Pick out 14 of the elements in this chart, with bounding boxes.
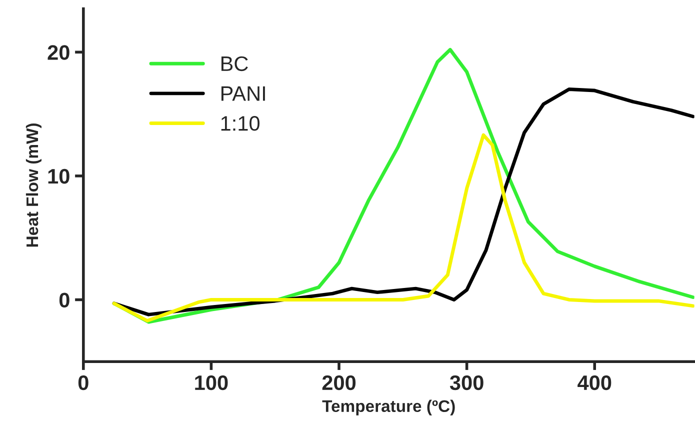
x-tick-label: 0 <box>78 375 88 390</box>
x-axis-title: Temperature (ºC) <box>322 400 455 416</box>
line-series <box>112 133 694 323</box>
legend-label: PANI <box>221 86 265 101</box>
y-tick-label: 10 <box>48 168 70 184</box>
x-tick-label: 400 <box>578 375 612 390</box>
x-tick-label: 300 <box>450 375 484 390</box>
y-axis-title: Heat Flow (mW) <box>26 124 42 247</box>
x-tick-label: 200 <box>322 375 356 390</box>
y-tick-label: 0 <box>59 292 70 308</box>
legend-label: 1:10 <box>221 116 260 131</box>
y-tick-label: 20 <box>48 45 70 60</box>
x-tick-label: 100 <box>195 375 228 390</box>
legend-label: BC <box>221 56 248 72</box>
